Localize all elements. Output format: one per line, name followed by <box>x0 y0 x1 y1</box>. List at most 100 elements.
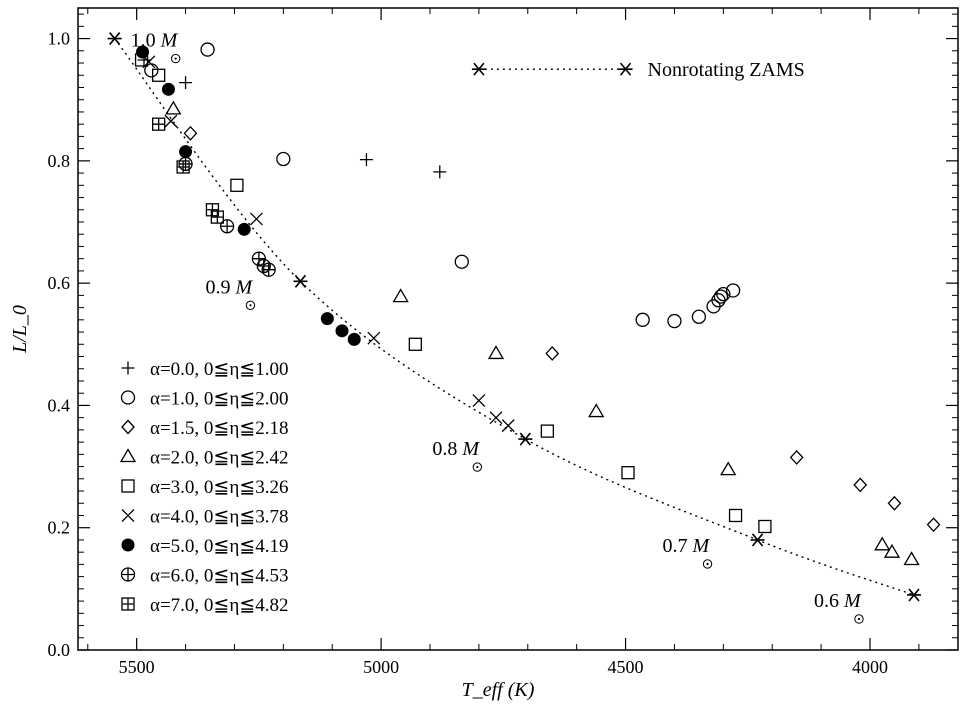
diamond-marker <box>887 495 902 511</box>
legend-entry: α=5.0, 0≦η≦4.19 <box>150 536 288 557</box>
square-marker <box>230 178 244 192</box>
zams-key-star-left <box>471 62 486 76</box>
legend-marker <box>121 509 135 522</box>
data-point <box>249 212 263 226</box>
zams-key-label: Nonrotating ZAMS <box>648 59 805 81</box>
squareplus-cross <box>211 211 224 224</box>
data-point <box>210 210 224 224</box>
star-marker <box>107 32 122 46</box>
y-tick-label: 0.8 <box>48 151 71 171</box>
legend-entry: α=2.0, 0≦η≦2.42 <box>150 448 288 469</box>
data-point <box>219 219 235 234</box>
data-point <box>179 76 193 90</box>
legend-entry: α=4.0, 0≦η≦3.78 <box>150 507 288 528</box>
y-tick-label: 0.2 <box>48 518 71 538</box>
sun-symbol <box>245 300 256 311</box>
squareplus-cross <box>177 160 190 173</box>
y-tick-label: 0.0 <box>48 640 71 660</box>
mass-symbol: M <box>843 590 862 612</box>
filled-circle-marker <box>347 332 361 346</box>
data-point <box>179 145 193 159</box>
filled-circle-marker <box>237 222 251 236</box>
data-point <box>926 517 941 533</box>
zams-point <box>518 432 533 446</box>
data-point <box>720 461 737 476</box>
series-6 <box>142 55 515 433</box>
square-marker <box>621 466 635 480</box>
data-point <box>472 394 486 407</box>
data-point <box>152 117 166 131</box>
square-marker <box>758 519 772 534</box>
data-point <box>716 286 731 302</box>
data-point <box>883 543 901 558</box>
data-point <box>545 345 560 361</box>
circle-marker <box>454 254 469 269</box>
diamond-marker <box>121 419 135 435</box>
x-marker <box>472 394 486 407</box>
triangle-marker <box>874 536 891 551</box>
filled-circle-marker <box>136 45 150 59</box>
data-point <box>178 156 193 172</box>
data-point <box>200 42 215 57</box>
data-point <box>136 45 150 59</box>
legend-marker <box>120 567 136 582</box>
data-point <box>176 160 190 174</box>
sun-symbol-dot <box>857 617 861 621</box>
star-marker <box>618 62 633 76</box>
y-axis-label: L/L_0 <box>9 305 31 354</box>
circle-marker <box>716 286 731 302</box>
legend-entry: α=1.5, 0≦η≦2.18 <box>150 418 288 439</box>
plot-frame <box>77 7 959 651</box>
x-tick-label: 4000 <box>852 657 888 677</box>
zams-point <box>907 588 921 602</box>
circle-marker <box>635 312 650 327</box>
x-marker <box>164 114 178 128</box>
circle-marker <box>667 313 682 329</box>
data-point <box>501 419 515 433</box>
diamond-marker <box>545 345 560 361</box>
data-point <box>408 337 422 351</box>
series-7 <box>136 45 361 346</box>
y-tick-label: 0.4 <box>48 395 71 415</box>
zams-track: 1.0 M0.9 M0.8 M0.7 M0.6 M <box>107 30 921 624</box>
data-point <box>183 125 198 141</box>
data-point <box>347 332 361 346</box>
series-4 <box>165 100 920 566</box>
circle-marker <box>200 42 215 57</box>
data-point <box>454 254 469 269</box>
data-point <box>789 449 804 465</box>
x-axis-label: T_eff (K) <box>462 679 535 701</box>
data-point <box>853 477 868 493</box>
mass-symbol: M <box>461 438 480 460</box>
data-point <box>230 178 244 192</box>
series-3 <box>183 125 941 533</box>
star-marker <box>518 432 533 446</box>
triangle-marker <box>165 100 182 115</box>
filled-circle-marker <box>335 324 349 338</box>
data-point <box>205 203 220 217</box>
circleplus-cross <box>179 157 193 171</box>
data-point <box>725 283 741 298</box>
zams-point <box>750 533 765 547</box>
sun-symbol-dot <box>706 562 709 566</box>
legend-marker <box>121 538 135 552</box>
circleplus-cross <box>262 263 276 277</box>
data-point <box>903 551 920 566</box>
triangle-marker <box>392 288 409 303</box>
diamond-marker <box>926 517 941 533</box>
data-point <box>621 466 635 480</box>
x-tick-label: 5500 <box>119 657 155 677</box>
y-tick-label: 1.0 <box>48 29 71 49</box>
sun-symbol <box>854 614 864 624</box>
triangle-marker <box>487 345 505 360</box>
data-point <box>237 222 251 236</box>
square-marker <box>728 508 743 523</box>
star-marker <box>293 274 308 288</box>
series-1 <box>137 53 447 179</box>
star-marker <box>750 533 765 547</box>
data-point <box>335 324 349 338</box>
y-tick-label: 0.6 <box>48 273 71 293</box>
data-point <box>887 495 902 511</box>
data-point <box>261 262 276 277</box>
